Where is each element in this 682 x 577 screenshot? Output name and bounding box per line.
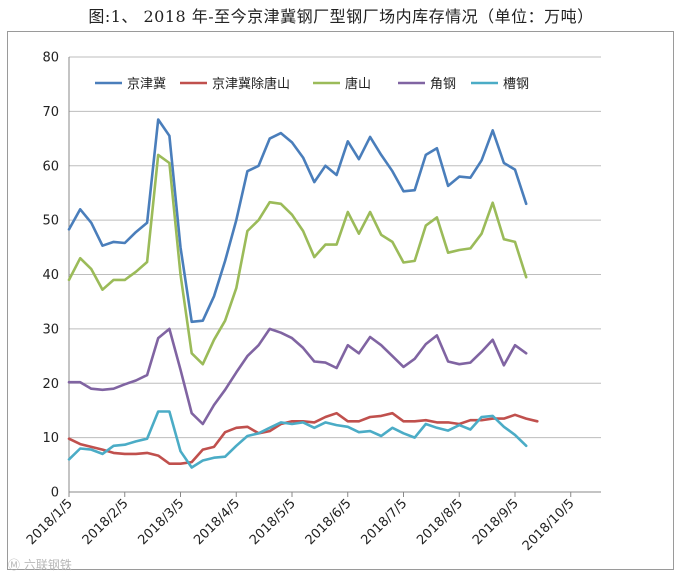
series-line-1 xyxy=(67,411,539,466)
y-tick-label: 70 xyxy=(42,105,59,120)
series-line-3 xyxy=(67,327,528,426)
series-line-4 xyxy=(67,410,528,469)
grid-lines xyxy=(69,56,601,439)
watermark-text: Ⓜ 六联钢铁 xyxy=(8,558,72,572)
x-tick-label: 2018/9/5 xyxy=(470,496,522,548)
x-tick-label: 2018/7/5 xyxy=(358,496,410,548)
y-tick-labels: 0 10 20 30 40 50 60 70 80 xyxy=(42,51,59,501)
y-tick-label: 80 xyxy=(42,51,59,66)
y-tick-label: 40 xyxy=(42,268,59,283)
y-tick-label: 0 xyxy=(51,486,59,501)
legend-label-2: 唐山 xyxy=(345,76,371,92)
x-tick-label: 2018/10/5 xyxy=(520,496,578,554)
series-line-2 xyxy=(67,153,528,366)
legend-label-4: 槽钢 xyxy=(503,77,529,92)
figure-title: 图:1、 2018 年-至今京津冀钢厂型钢厂场内库存情况（单位：万吨） xyxy=(88,7,594,26)
x-tick-label: 2018/6/5 xyxy=(303,496,355,548)
x-tick-label: 2018/4/5 xyxy=(191,496,243,548)
x-tick-label: 2018/5/5 xyxy=(247,496,299,548)
axes xyxy=(68,57,601,497)
x-tick-label: 2018/2/5 xyxy=(80,496,132,548)
legend: 京津冀 京津冀除唐山 唐山 角钢 槽钢 xyxy=(95,76,529,92)
y-tick-label: 20 xyxy=(42,377,59,392)
series-line-0 xyxy=(67,118,528,324)
chart-frame xyxy=(7,31,674,570)
x-tick-label: 2018/1/5 xyxy=(24,496,76,548)
legend-label-0: 京津冀 xyxy=(127,76,166,92)
y-tick-label: 50 xyxy=(42,214,59,229)
series-lines xyxy=(67,118,539,469)
x-tick-label: 2018/8/5 xyxy=(414,496,466,548)
x-tick-label: 2018/3/5 xyxy=(135,496,187,548)
y-tick-label: 10 xyxy=(42,431,59,446)
legend-label-3: 角钢 xyxy=(430,77,456,92)
y-tick-label: 30 xyxy=(42,322,59,337)
legend-label-1: 京津冀除唐山 xyxy=(212,76,290,92)
y-tick-label: 60 xyxy=(42,159,59,174)
x-tick-labels: 2018/1/5 2018/2/5 2018/3/5 2018/4/5 2018/5/5… xyxy=(24,496,578,554)
